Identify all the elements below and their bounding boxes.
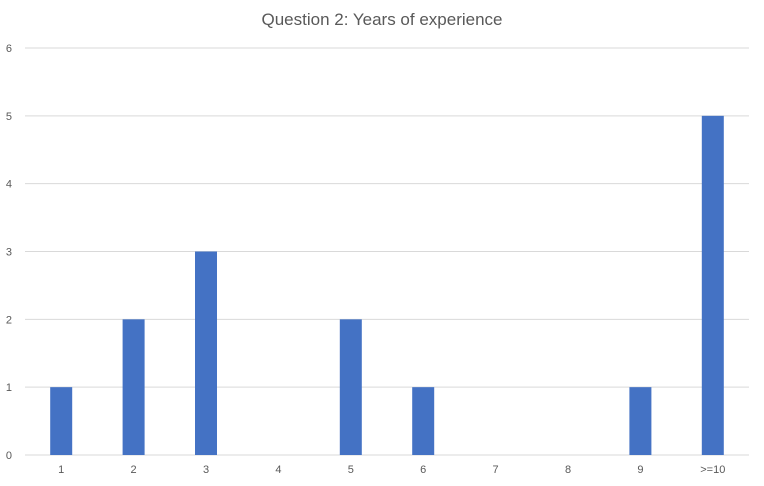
bars: [50, 115, 724, 455]
x-tick-label: 2: [131, 464, 137, 476]
x-tick-label: 7: [493, 464, 499, 476]
x-tick-label: 8: [565, 464, 571, 476]
x-tick-label: 6: [420, 464, 426, 476]
y-tick-label: 3: [6, 247, 12, 259]
gridlines: [25, 47, 749, 456]
y-tick-label: 2: [6, 314, 12, 326]
x-tick-label: 4: [275, 464, 281, 476]
y-axis-tick-labels: 0 1 2 3 4 5 6: [6, 43, 12, 462]
bar-6: [412, 387, 435, 455]
y-tick-label: 0: [6, 450, 12, 462]
bar-1: [50, 387, 73, 455]
bar-2: [122, 319, 145, 455]
bar-3: [195, 251, 217, 455]
x-tick-label: 3: [203, 464, 209, 476]
x-tick-label: 5: [348, 464, 354, 476]
x-tick-label: 9: [637, 464, 643, 476]
bar->=10: [701, 115, 724, 455]
bar-9: [629, 387, 652, 455]
x-axis-tick-labels: 1 2 3 4 5 6 7 8 9 >=10: [58, 464, 725, 476]
y-tick-label: 4: [6, 179, 12, 191]
y-tick-label: 1: [6, 382, 12, 394]
x-tick-label: >=10: [700, 464, 725, 476]
bar-5: [339, 319, 362, 455]
y-tick-label: 5: [6, 111, 12, 123]
chart-title: Question 2: Years of experience: [261, 10, 503, 29]
x-tick-label: 1: [58, 464, 64, 476]
y-tick-label: 6: [6, 43, 12, 55]
